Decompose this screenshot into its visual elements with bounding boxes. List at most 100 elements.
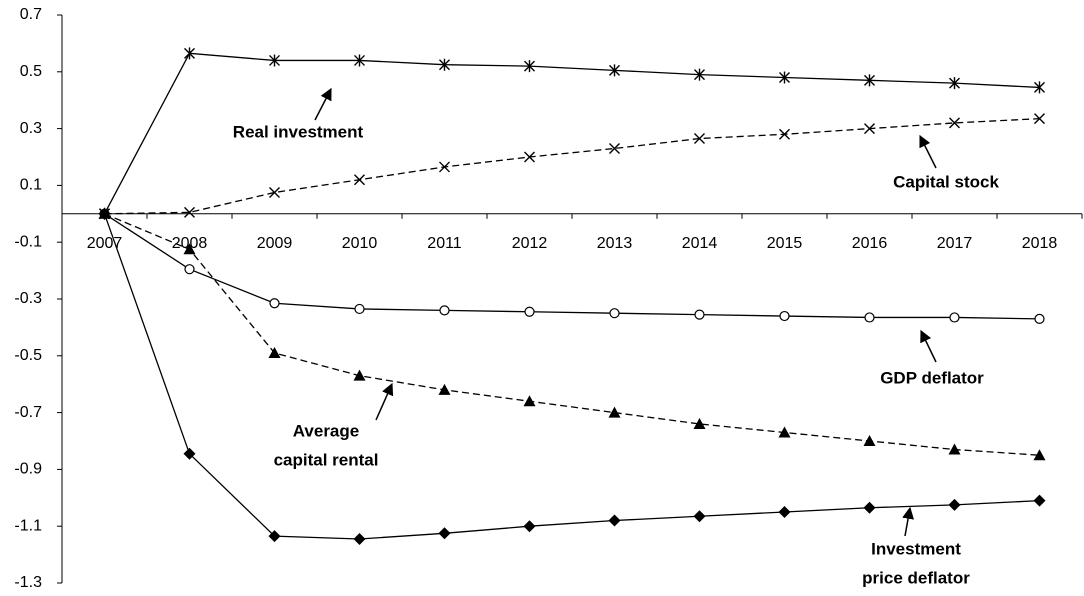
y-tick-label: -0.7 [14,404,42,421]
marker [864,74,875,87]
marker [949,117,960,129]
marker [353,369,366,381]
marker [1034,313,1045,324]
marker [183,243,196,255]
marker [693,510,706,523]
y-tick-label: -1.1 [14,517,42,534]
marker [354,54,365,67]
marker [1034,81,1045,94]
marker [609,142,620,154]
marker [779,310,790,322]
marker [864,123,875,135]
marker [609,64,620,77]
marker [778,426,791,438]
series [99,208,1045,324]
marker [864,312,875,323]
x-tick-label: 2013 [597,235,633,252]
marker [439,58,450,71]
marker [778,506,791,518]
line [104,213,1040,320]
marker [948,443,961,455]
series-label: price deflator [862,568,970,587]
marker [1033,449,1046,461]
marker [354,303,365,315]
series-label: Investment [871,539,961,558]
x-tick-label: 2012 [512,235,548,252]
x-tick-label: 2011 [427,235,462,252]
marker [693,417,706,429]
arrow [375,382,394,421]
line [104,118,1040,215]
marker [694,133,705,145]
marker [268,346,281,358]
arrow [919,134,937,169]
marker [949,77,960,90]
marker [608,514,621,527]
line [103,52,1040,215]
marker [354,174,365,186]
marker [269,187,280,198]
marker [694,68,705,81]
marker [524,151,535,163]
marker [779,128,790,140]
arrow [920,329,937,363]
series [99,47,1045,220]
y-tick-label: -0.1 [14,233,42,250]
series-label: Average [293,421,359,440]
marker [523,520,536,533]
series [98,207,1046,461]
series [98,207,1046,545]
marker [779,71,790,84]
arrow [902,506,915,537]
marker [608,406,621,418]
marker [949,312,960,323]
marker [438,383,451,395]
marker [184,264,195,275]
marker [353,532,366,545]
marker [438,527,451,540]
y-tick-label: -0.5 [14,347,42,364]
y-tick-label: 0.3 [20,120,42,137]
marker [439,161,450,173]
y-tick-label: -1.3 [14,574,42,591]
y-tick-label: -0.3 [14,290,42,307]
series-label: capital rental [274,450,379,469]
marker [1033,494,1046,507]
y-tick-label: 0.1 [20,177,42,194]
y-tick-label: 0.5 [20,63,42,80]
marker [694,309,705,320]
marker [524,306,535,317]
marker [439,305,450,316]
line [103,213,1040,540]
line [104,213,1040,456]
x-tick-label: 2009 [257,235,293,252]
x-tick-label: 2017 [937,235,973,252]
marker [609,308,620,319]
marker [863,435,876,446]
marker [268,530,281,543]
series-label: GDP deflator [880,368,984,387]
marker [269,54,280,67]
x-tick-label: 2015 [767,235,803,252]
marker [98,207,111,220]
marker [863,501,876,514]
marker [523,395,536,407]
y-tick-label: -0.9 [14,461,42,478]
marker [1034,113,1045,125]
x-tick-label: 2016 [852,235,888,252]
marker [269,298,280,309]
series-label: Real investment [233,122,364,141]
series-label: Capital stock [893,172,999,191]
marker [948,498,961,511]
y-tick-label: 0.7 [20,6,42,23]
x-tick-label: 2010 [342,235,378,252]
marker [184,206,195,218]
x-tick-label: 2018 [1022,235,1058,252]
annotation-arrows [314,87,937,537]
marker [524,60,535,73]
marker [184,47,195,60]
marker [183,447,196,460]
x-tick-label: 2014 [682,235,718,252]
arrow [314,87,332,121]
